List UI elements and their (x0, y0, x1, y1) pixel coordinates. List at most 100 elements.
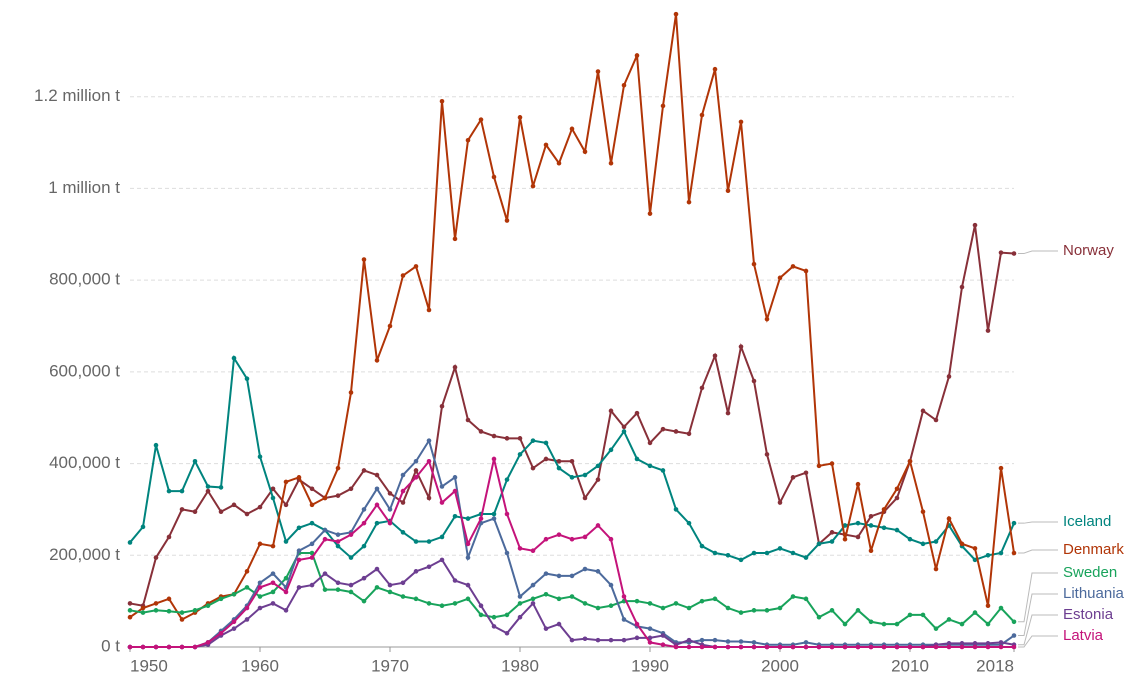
data-point (868, 619, 874, 625)
data-point (504, 630, 510, 636)
data-point (517, 436, 523, 441)
data-point (205, 640, 211, 645)
data-point (933, 626, 939, 631)
data-point (153, 601, 159, 606)
data-point (751, 378, 757, 384)
data-point (998, 640, 1004, 645)
data-point (777, 605, 783, 611)
data-point (608, 582, 614, 588)
data-point (673, 601, 679, 606)
data-point (881, 525, 887, 531)
data-point (374, 486, 380, 492)
x-tick-label: 1970 (371, 656, 409, 675)
data-point (452, 475, 458, 480)
data-point (244, 511, 250, 517)
data-point (855, 534, 861, 540)
data-point (712, 66, 718, 72)
data-point (127, 540, 133, 545)
data-point (647, 601, 653, 606)
data-point (283, 589, 289, 595)
data-point (1011, 251, 1017, 256)
data-point (790, 475, 796, 480)
data-point (517, 601, 523, 606)
y-tick-label: 200,000 t (49, 545, 120, 564)
data-point (764, 316, 770, 322)
data-point (400, 500, 406, 505)
data-point (738, 610, 744, 615)
data-point (972, 644, 978, 650)
data-point (465, 596, 471, 602)
data-point (725, 639, 731, 644)
data-point (751, 261, 757, 267)
data-point (452, 601, 458, 606)
data-point (855, 520, 861, 526)
data-point (231, 591, 237, 597)
data-point (608, 408, 614, 414)
data-point (660, 605, 666, 611)
data-point (530, 548, 536, 553)
data-point (361, 468, 367, 473)
data-point (205, 603, 211, 609)
data-point (738, 557, 744, 563)
data-point (374, 502, 380, 508)
data-point (998, 550, 1004, 556)
data-point (582, 472, 588, 478)
series-line (129, 224, 1015, 607)
data-point (686, 431, 692, 437)
data-point (894, 486, 900, 492)
data-point (452, 236, 458, 242)
data-point (426, 539, 432, 544)
data-point (413, 539, 419, 544)
data-point (478, 117, 484, 122)
data-point (270, 543, 276, 549)
data-point (855, 481, 861, 487)
data-point (764, 550, 770, 556)
data-point (595, 477, 601, 482)
data-point (231, 626, 237, 631)
data-point (920, 644, 926, 650)
data-point (400, 273, 406, 278)
data-point (374, 520, 380, 526)
data-point (647, 440, 653, 446)
data-point (959, 644, 965, 650)
data-point (179, 610, 185, 615)
data-point (439, 484, 445, 489)
data-point (894, 621, 900, 627)
data-point (465, 541, 471, 547)
data-point (244, 569, 250, 574)
data-point (478, 603, 484, 609)
data-point (426, 601, 432, 606)
data-point (361, 598, 367, 604)
data-point (556, 160, 562, 166)
data-point (335, 532, 341, 537)
data-point (296, 585, 302, 590)
data-point (907, 458, 913, 464)
legend-label: Sweden (1063, 564, 1117, 581)
data-point (283, 575, 289, 581)
y-tick-label: 0 t (101, 636, 120, 655)
data-point (946, 516, 952, 521)
data-point (192, 458, 198, 464)
data-point (699, 637, 705, 643)
data-point (361, 257, 367, 262)
data-point (387, 323, 393, 329)
data-point (803, 555, 809, 560)
data-point (881, 644, 887, 650)
data-point (231, 619, 237, 625)
data-point (517, 594, 523, 599)
data-point (647, 626, 653, 631)
data-point (569, 458, 575, 464)
data-point (920, 612, 926, 618)
data-point (647, 463, 653, 469)
data-point (582, 534, 588, 540)
data-point (543, 571, 549, 576)
data-point (998, 605, 1004, 611)
label-connector (1018, 250, 1058, 255)
data-point (738, 119, 744, 125)
data-point (582, 149, 588, 155)
data-point (699, 112, 705, 118)
data-point (543, 626, 549, 631)
x-tick-label: 2000 (761, 656, 799, 675)
data-point (738, 344, 744, 349)
legend-label: Iceland (1063, 513, 1111, 530)
